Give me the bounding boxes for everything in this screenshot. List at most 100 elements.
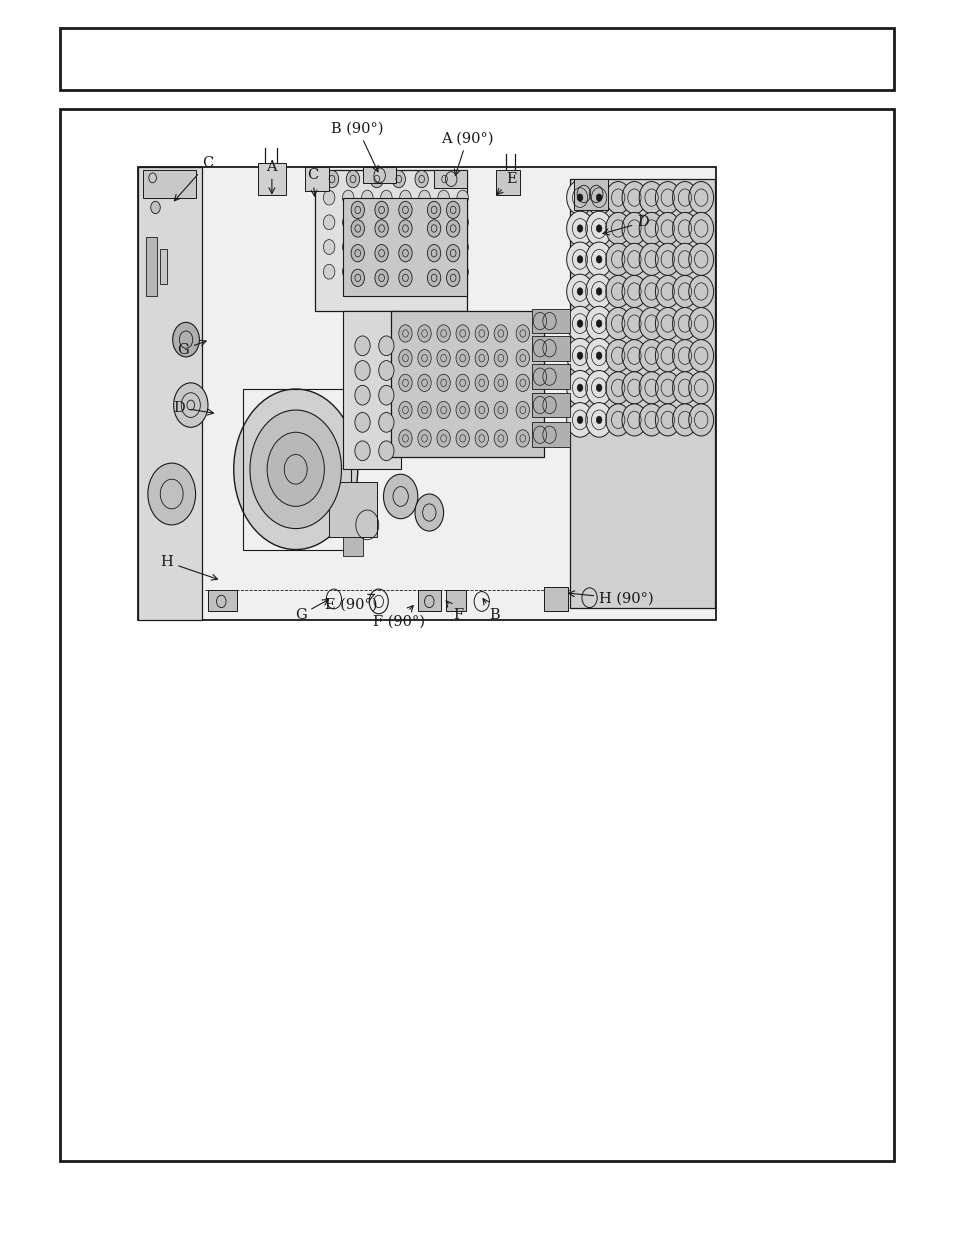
Circle shape — [456, 350, 469, 367]
Circle shape — [456, 190, 468, 205]
Circle shape — [342, 190, 354, 205]
Circle shape — [323, 264, 335, 279]
Circle shape — [398, 245, 412, 262]
Circle shape — [688, 182, 713, 214]
Circle shape — [639, 275, 663, 308]
Circle shape — [361, 215, 373, 230]
Circle shape — [585, 211, 612, 246]
Text: G: G — [177, 341, 206, 357]
Circle shape — [494, 374, 507, 391]
Circle shape — [566, 338, 593, 373]
Circle shape — [605, 243, 630, 275]
Circle shape — [380, 215, 392, 230]
Circle shape — [494, 350, 507, 367]
Circle shape — [605, 308, 630, 340]
Circle shape — [355, 385, 370, 405]
Circle shape — [621, 182, 646, 214]
Circle shape — [436, 430, 450, 447]
Circle shape — [456, 264, 468, 279]
Circle shape — [456, 325, 469, 342]
Circle shape — [446, 220, 459, 237]
Bar — [496, 170, 519, 195]
Circle shape — [418, 240, 430, 254]
Circle shape — [417, 325, 431, 342]
Bar — [60, 28, 893, 90]
Text: A (90°): A (90°) — [440, 131, 494, 175]
Bar — [391, 311, 543, 457]
Circle shape — [494, 401, 507, 419]
Text: A: A — [266, 159, 277, 194]
Circle shape — [688, 404, 713, 436]
Circle shape — [427, 245, 440, 262]
Circle shape — [655, 182, 679, 214]
Circle shape — [688, 340, 713, 372]
Circle shape — [151, 201, 160, 214]
Circle shape — [436, 350, 450, 367]
Bar — [343, 537, 362, 556]
Bar — [532, 393, 569, 417]
Circle shape — [672, 212, 697, 245]
Circle shape — [494, 430, 507, 447]
Circle shape — [361, 264, 373, 279]
Circle shape — [585, 274, 612, 309]
Circle shape — [375, 220, 388, 237]
Circle shape — [392, 170, 405, 188]
Bar — [243, 389, 351, 550]
Circle shape — [516, 374, 529, 391]
Circle shape — [378, 441, 394, 461]
Circle shape — [605, 372, 630, 404]
Circle shape — [437, 215, 449, 230]
Circle shape — [446, 245, 459, 262]
Circle shape — [436, 401, 450, 419]
Bar — [160, 249, 167, 284]
Circle shape — [605, 340, 630, 372]
Circle shape — [577, 225, 582, 232]
Circle shape — [585, 338, 612, 373]
Circle shape — [672, 308, 697, 340]
Circle shape — [577, 320, 582, 327]
Circle shape — [605, 275, 630, 308]
Circle shape — [399, 190, 411, 205]
Circle shape — [639, 182, 663, 214]
Circle shape — [398, 201, 412, 219]
Circle shape — [566, 274, 593, 309]
Text: H: H — [160, 555, 217, 580]
Circle shape — [639, 308, 663, 340]
Circle shape — [418, 190, 430, 205]
Circle shape — [566, 242, 593, 277]
Bar — [60, 109, 893, 1161]
Circle shape — [370, 170, 383, 188]
Circle shape — [577, 352, 582, 359]
Circle shape — [378, 412, 394, 432]
Circle shape — [398, 374, 412, 391]
Text: G: G — [294, 600, 328, 622]
Circle shape — [621, 212, 646, 245]
Circle shape — [436, 374, 450, 391]
Circle shape — [566, 370, 593, 405]
Text: F: F — [446, 601, 462, 622]
Circle shape — [398, 325, 412, 342]
Circle shape — [323, 240, 335, 254]
Circle shape — [585, 180, 612, 215]
Circle shape — [323, 190, 335, 205]
Circle shape — [566, 211, 593, 246]
Circle shape — [378, 361, 394, 380]
Circle shape — [596, 256, 601, 263]
Circle shape — [688, 243, 713, 275]
Bar — [314, 170, 467, 311]
Circle shape — [672, 243, 697, 275]
Circle shape — [417, 350, 431, 367]
Circle shape — [399, 215, 411, 230]
Circle shape — [605, 182, 630, 214]
Circle shape — [398, 350, 412, 367]
Circle shape — [596, 194, 601, 201]
Circle shape — [355, 361, 370, 380]
Text: C: C — [307, 168, 318, 196]
Circle shape — [148, 463, 195, 525]
Circle shape — [437, 170, 451, 188]
Text: E (90°): E (90°) — [324, 594, 377, 613]
Circle shape — [639, 372, 663, 404]
Circle shape — [577, 256, 582, 263]
Circle shape — [399, 264, 411, 279]
Circle shape — [375, 201, 388, 219]
